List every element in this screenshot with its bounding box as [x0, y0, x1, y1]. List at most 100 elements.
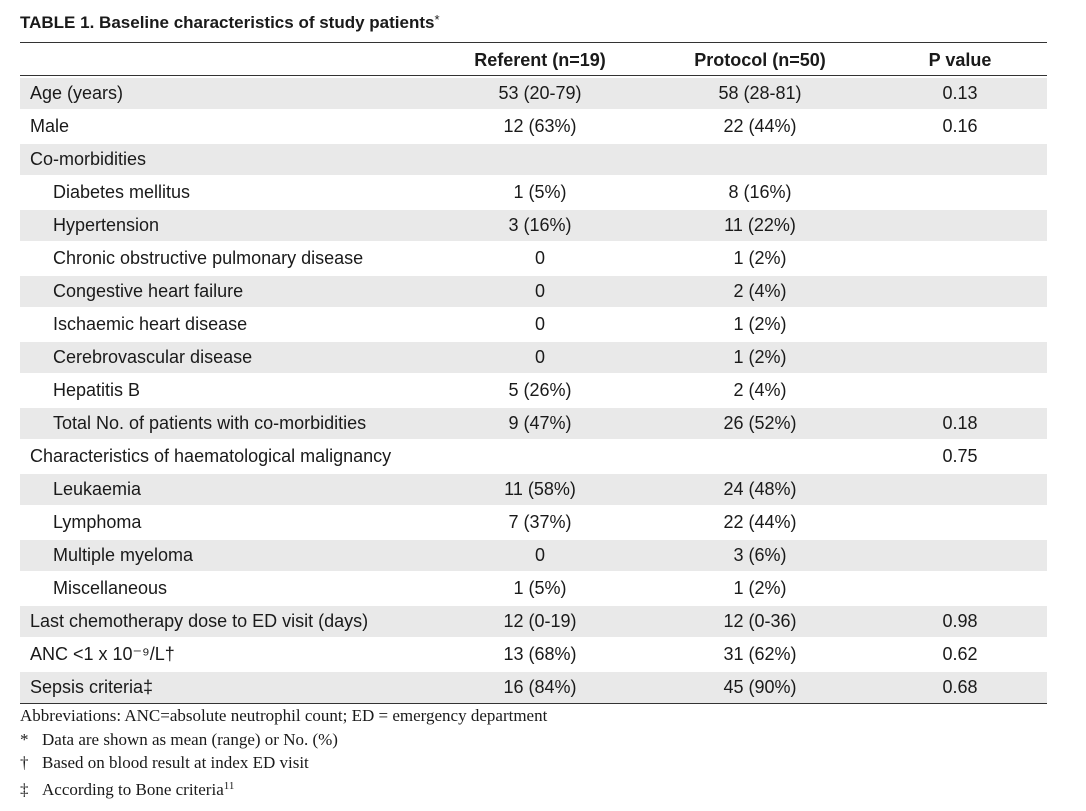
p-value: 0.18 — [942, 413, 978, 433]
footnote-text: Based on blood result at index ED visit — [42, 753, 309, 772]
protocol-value: 8 (16%) — [728, 182, 792, 202]
table-body: Age (years) 53 (20-79) 58 (28-81) 0.13 Male 1… — [20, 78, 1047, 703]
row-label: Chronic obstructive pulmonary disease — [53, 248, 364, 268]
row-label: ANC <1 x 10⁻⁹/L† — [30, 644, 175, 664]
table-footnotes: Abbreviations: ANC=absolute neutrophil c… — [20, 704, 547, 801]
referent-value: 53 (20-79) — [498, 83, 582, 103]
table-row: Ischaemic heart disease 0 1 (2%) — [20, 309, 1047, 340]
protocol-value: 26 (52%) — [723, 413, 797, 433]
referent-value: 12 (63%) — [503, 116, 577, 136]
table-row: Diabetes mellitus 1 (5%) 8 (16%) — [20, 177, 1047, 208]
protocol-value: 31 (62%) — [723, 644, 797, 664]
referent-value: 3 (16%) — [508, 215, 572, 235]
referent-value: 12 (0-19) — [503, 611, 577, 631]
referent-value: 0 — [534, 545, 545, 565]
table-row: Lymphoma 7 (37%) 22 (44%) — [20, 507, 1047, 538]
p-value: 0.68 — [942, 677, 978, 697]
referent-value: 0 — [534, 281, 545, 301]
row-label: Cerebrovascular disease — [53, 347, 253, 367]
protocol-value: 24 (48%) — [723, 479, 797, 499]
referent-value: 1 (5%) — [513, 578, 567, 598]
table-caption: TABLE 1. Baseline characteristics of stu… — [20, 12, 440, 33]
table-row: ANC <1 x 10⁻⁹/L† 13 (68%) 31 (62%) 0.62 — [20, 639, 1047, 670]
p-value: 0.16 — [942, 116, 978, 136]
referent-value: 13 (68%) — [503, 644, 577, 664]
referent-value: 0 — [534, 314, 545, 334]
table-row: Hypertension 3 (16%) 11 (22%) — [20, 210, 1047, 241]
footnote-text: According to Bone criteria — [42, 779, 224, 799]
footnote-list: * Data are shown as mean (range) or No. (… — [20, 728, 547, 802]
p-value: 0.98 — [942, 611, 978, 631]
table-title: Baseline characteristics of study patien… — [99, 13, 435, 32]
row-label: Diabetes mellitus — [53, 182, 191, 202]
table-row: Chronic obstructive pulmonary disease 0 1 … — [20, 243, 1047, 274]
table-row: Co-morbidities — [20, 144, 1047, 175]
referent-value: 11 (58%) — [504, 479, 576, 499]
footnote-reference: 11 — [223, 779, 235, 792]
protocol-value: 1 (2%) — [733, 347, 787, 367]
table-row: Total No. of patients with co-morbiditie… — [20, 408, 1047, 439]
column-header-referent: Referent (n=19) — [474, 50, 606, 70]
row-label: Multiple myeloma — [53, 545, 194, 565]
footnote-item: † Based on blood result at index ED visit — [20, 751, 547, 775]
table-row: Male 12 (63%) 22 (44%) 0.16 — [20, 111, 1047, 142]
table-row: Last chemotherapy dose to ED visit (days… — [20, 606, 1047, 637]
table-row: Sepsis criteria‡ 16 (84%) 45 (90%) 0.68 — [20, 672, 1047, 703]
column-header-protocol: Protocol (n=50) — [694, 50, 826, 70]
referent-value: 9 (47%) — [508, 413, 572, 433]
table-row: Congestive heart failure 0 2 (4%) — [20, 276, 1047, 307]
row-label: Last chemotherapy dose to ED visit (days… — [30, 611, 369, 631]
row-label: Characteristics of haematological malign… — [30, 446, 392, 466]
referent-value: 0 — [534, 248, 545, 268]
row-label: Lymphoma — [53, 512, 142, 532]
row-label: Hypertension — [53, 215, 160, 235]
table-row: Age (years) 53 (20-79) 58 (28-81) 0.13 — [20, 78, 1047, 109]
row-label: Total No. of patients with co-morbiditie… — [53, 413, 367, 433]
row-label: Co-morbidities — [30, 149, 147, 169]
protocol-value: 2 (4%) — [733, 281, 787, 301]
protocol-value: 22 (44%) — [723, 116, 797, 136]
protocol-value: 1 (2%) — [733, 578, 787, 598]
p-value: 0.13 — [942, 83, 978, 103]
table-row: Miscellaneous 1 (5%) 1 (2%) — [20, 573, 1047, 604]
table-row: Leukaemia 11 (58%) 24 (48%) — [20, 474, 1047, 505]
row-label: Congestive heart failure — [53, 281, 244, 301]
baseline-table: Referent (n=19) Protocol (n=50) P value … — [20, 42, 1047, 704]
row-label: Hepatitis B — [53, 380, 141, 400]
footnote-symbol: † — [20, 753, 29, 772]
protocol-value: 45 (90%) — [723, 677, 797, 697]
footnote-symbol: ‡ — [20, 779, 29, 799]
protocol-value: 2 (4%) — [733, 380, 787, 400]
row-label: Sepsis criteria‡ — [30, 677, 154, 697]
p-value: 0.75 — [942, 446, 978, 466]
protocol-value: 3 (6%) — [733, 545, 787, 565]
referent-value: 7 (37%) — [508, 512, 572, 532]
row-label: Miscellaneous — [53, 578, 168, 598]
referent-value: 5 (26%) — [508, 380, 572, 400]
caption-footnote-mark: * — [434, 12, 440, 27]
protocol-value: 1 (2%) — [733, 248, 787, 268]
row-label: Age (years) — [30, 83, 124, 103]
footnote-symbol: * — [20, 729, 29, 749]
footnote-text: Data are shown as mean (range) or No. (%… — [42, 729, 338, 749]
protocol-value: 22 (44%) — [723, 512, 797, 532]
table-row: Hepatitis B 5 (26%) 2 (4%) — [20, 375, 1047, 406]
table-row: Multiple myeloma 0 3 (6%) — [20, 540, 1047, 571]
protocol-value: 1 (2%) — [733, 314, 787, 334]
referent-value: 16 (84%) — [503, 677, 577, 697]
row-label: Leukaemia — [53, 479, 142, 499]
footnote-item: * Data are shown as mean (range) or No. (… — [20, 728, 547, 752]
p-value: 0.62 — [942, 644, 978, 664]
table-row: Characteristics of haematological malign… — [20, 441, 1047, 472]
row-label: Male — [30, 116, 70, 136]
column-header-p-value: P value — [928, 50, 992, 70]
referent-value: 1 (5%) — [513, 182, 567, 202]
table-header-row: Referent (n=19) Protocol (n=50) P value — [20, 43, 1047, 76]
footnote-item: ‡ According to Bone criteria11 — [20, 775, 547, 802]
protocol-value: 58 (28-81) — [718, 83, 802, 103]
table-label: TABLE 1. — [20, 13, 95, 32]
referent-value: 0 — [534, 347, 545, 367]
row-label: Ischaemic heart disease — [53, 314, 248, 334]
table-row: Cerebrovascular disease 0 1 (2%) — [20, 342, 1047, 373]
protocol-value: 12 (0-36) — [723, 611, 797, 631]
